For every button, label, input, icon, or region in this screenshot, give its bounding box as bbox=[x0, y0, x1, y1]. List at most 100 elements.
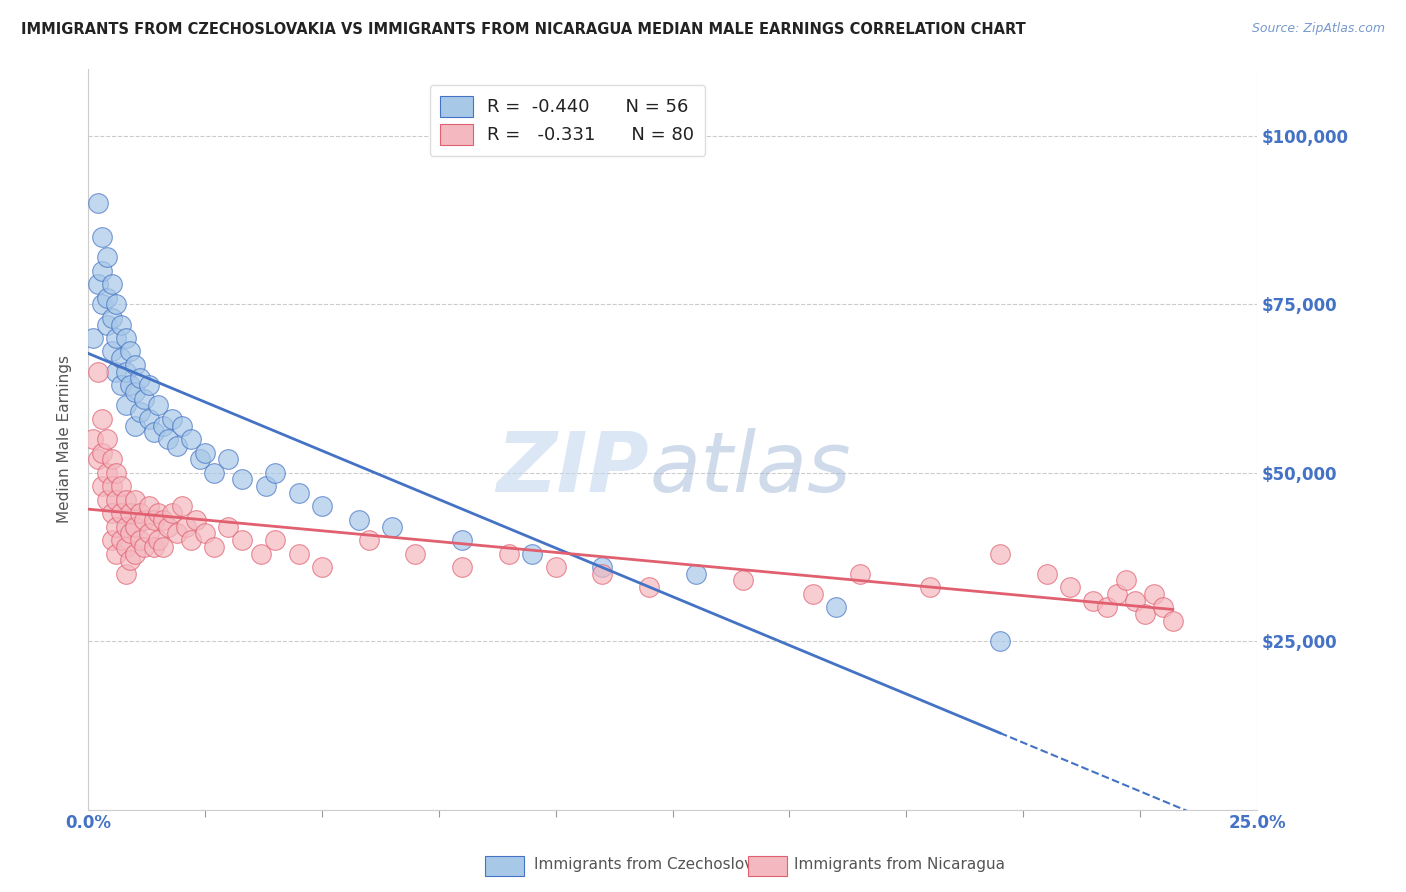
Point bbox=[134, 392, 156, 406]
Point bbox=[114, 398, 136, 412]
Point bbox=[96, 291, 118, 305]
Point bbox=[152, 418, 174, 433]
Point bbox=[110, 479, 132, 493]
Point bbox=[918, 580, 941, 594]
Point bbox=[988, 547, 1011, 561]
Point bbox=[451, 533, 474, 547]
Point bbox=[120, 506, 142, 520]
Point bbox=[120, 378, 142, 392]
Point bbox=[120, 344, 142, 359]
Point bbox=[120, 526, 142, 541]
Point bbox=[988, 634, 1011, 648]
Point bbox=[638, 580, 661, 594]
Point bbox=[731, 574, 754, 588]
Point bbox=[180, 533, 202, 547]
Point bbox=[591, 566, 613, 581]
Point bbox=[180, 432, 202, 446]
Point bbox=[100, 479, 122, 493]
Point bbox=[254, 479, 277, 493]
Point bbox=[138, 500, 160, 514]
Point bbox=[176, 519, 198, 533]
Point bbox=[124, 519, 146, 533]
Point bbox=[124, 358, 146, 372]
Point bbox=[110, 351, 132, 366]
Point bbox=[231, 533, 253, 547]
Point bbox=[250, 547, 273, 561]
Point bbox=[128, 371, 150, 385]
Point bbox=[1125, 593, 1147, 607]
Point bbox=[110, 378, 132, 392]
Text: Immigrants from Nicaragua: Immigrants from Nicaragua bbox=[794, 857, 1005, 872]
Point bbox=[184, 513, 207, 527]
Point bbox=[217, 452, 239, 467]
Point bbox=[522, 547, 544, 561]
Point bbox=[96, 492, 118, 507]
Point bbox=[96, 466, 118, 480]
Point bbox=[86, 277, 108, 291]
Point bbox=[162, 412, 184, 426]
Point bbox=[162, 506, 184, 520]
Point bbox=[138, 526, 160, 541]
Legend: R =  -0.440  N = 56, R =   -0.331  N = 80: R = -0.440 N = 56, R = -0.331 N = 80 bbox=[430, 85, 706, 155]
Point bbox=[264, 533, 287, 547]
Point bbox=[124, 492, 146, 507]
Point bbox=[156, 432, 179, 446]
Point bbox=[190, 452, 212, 467]
Point bbox=[134, 513, 156, 527]
Point bbox=[404, 547, 426, 561]
Point bbox=[110, 506, 132, 520]
Point bbox=[100, 277, 122, 291]
Point bbox=[848, 566, 870, 581]
Point bbox=[1152, 600, 1174, 615]
Point bbox=[142, 513, 165, 527]
Text: IMMIGRANTS FROM CZECHOSLOVAKIA VS IMMIGRANTS FROM NICARAGUA MEDIAN MALE EARNINGS: IMMIGRANTS FROM CZECHOSLOVAKIA VS IMMIGR… bbox=[21, 22, 1026, 37]
Point bbox=[114, 365, 136, 379]
Point bbox=[82, 432, 104, 446]
Point bbox=[287, 547, 309, 561]
Point bbox=[105, 547, 128, 561]
Point bbox=[110, 533, 132, 547]
Point bbox=[128, 506, 150, 520]
Point bbox=[381, 519, 404, 533]
Point bbox=[311, 560, 333, 574]
Text: Source: ZipAtlas.com: Source: ZipAtlas.com bbox=[1251, 22, 1385, 36]
Point bbox=[1115, 574, 1137, 588]
Y-axis label: Median Male Earnings: Median Male Earnings bbox=[58, 355, 72, 523]
Point bbox=[128, 405, 150, 419]
Point bbox=[124, 384, 146, 399]
Point bbox=[152, 540, 174, 554]
Point bbox=[120, 553, 142, 567]
Point bbox=[1105, 587, 1128, 601]
Point bbox=[544, 560, 567, 574]
Point bbox=[1097, 600, 1119, 615]
Point bbox=[1059, 580, 1081, 594]
Point bbox=[105, 331, 128, 345]
Point bbox=[91, 445, 114, 459]
Point bbox=[148, 398, 170, 412]
Point bbox=[166, 439, 188, 453]
Point bbox=[170, 500, 193, 514]
Point bbox=[451, 560, 474, 574]
Point bbox=[91, 263, 114, 277]
Point bbox=[114, 331, 136, 345]
Text: Immigrants from Czechoslovakia: Immigrants from Czechoslovakia bbox=[534, 857, 786, 872]
Point bbox=[138, 412, 160, 426]
Point bbox=[105, 297, 128, 311]
Text: ZIP: ZIP bbox=[496, 428, 650, 509]
Point bbox=[156, 519, 179, 533]
Point bbox=[86, 365, 108, 379]
Point bbox=[349, 513, 371, 527]
Point bbox=[1161, 614, 1184, 628]
Point bbox=[194, 445, 217, 459]
Point bbox=[166, 526, 188, 541]
Point bbox=[357, 533, 380, 547]
Point bbox=[202, 540, 225, 554]
Point bbox=[311, 500, 333, 514]
Point bbox=[264, 466, 287, 480]
Point bbox=[114, 540, 136, 554]
Point bbox=[100, 344, 122, 359]
Point bbox=[105, 365, 128, 379]
Point bbox=[86, 196, 108, 211]
Point bbox=[105, 519, 128, 533]
Point bbox=[287, 486, 309, 500]
